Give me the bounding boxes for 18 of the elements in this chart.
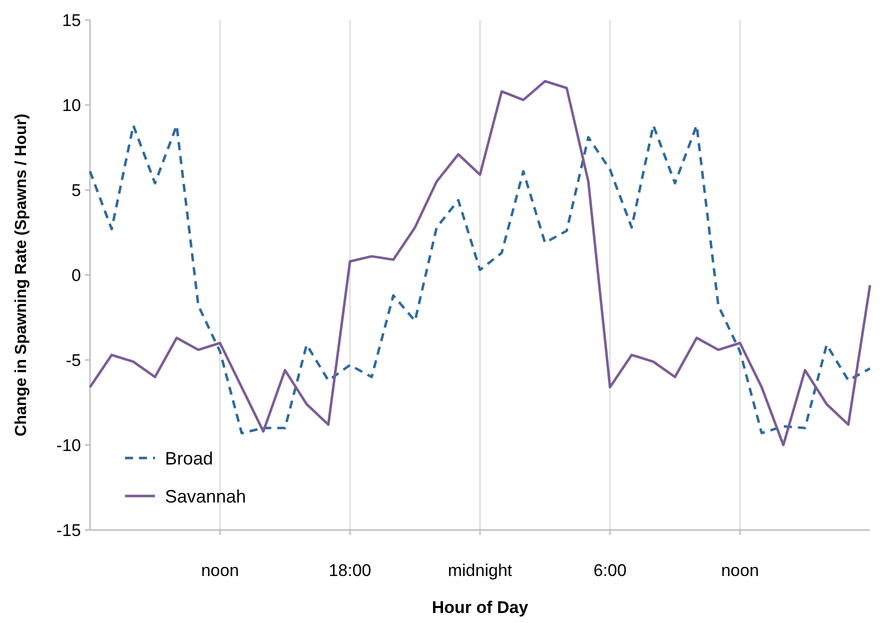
x-tick-label: noon — [201, 561, 239, 580]
y-tick-label: -5 — [66, 350, 81, 370]
y-tick-label: 15 — [62, 10, 81, 30]
line-series — [88, 124, 872, 434]
legend-label: Broad — [165, 448, 214, 468]
x-tick-label: 18:00 — [328, 561, 372, 580]
y-tick-label: 5 — [72, 180, 81, 200]
x-tick-label: 6:00 — [593, 561, 627, 580]
x-tick-label: midnight — [448, 561, 512, 580]
y-axis-title: Change in Spawning Rate (Spawns / Hour) — [13, 114, 30, 436]
line-series — [88, 80, 872, 446]
y-tick-label: 0 — [72, 266, 81, 285]
legend-label: Savannah — [165, 486, 246, 506]
y-tick-label: 10 — [62, 96, 81, 115]
y-tick-label: -15 — [56, 520, 81, 540]
x-axis-title: Hour of Day — [432, 598, 529, 617]
x-tick-label: noon — [721, 561, 759, 580]
y-tick-label: -10 — [56, 436, 81, 455]
